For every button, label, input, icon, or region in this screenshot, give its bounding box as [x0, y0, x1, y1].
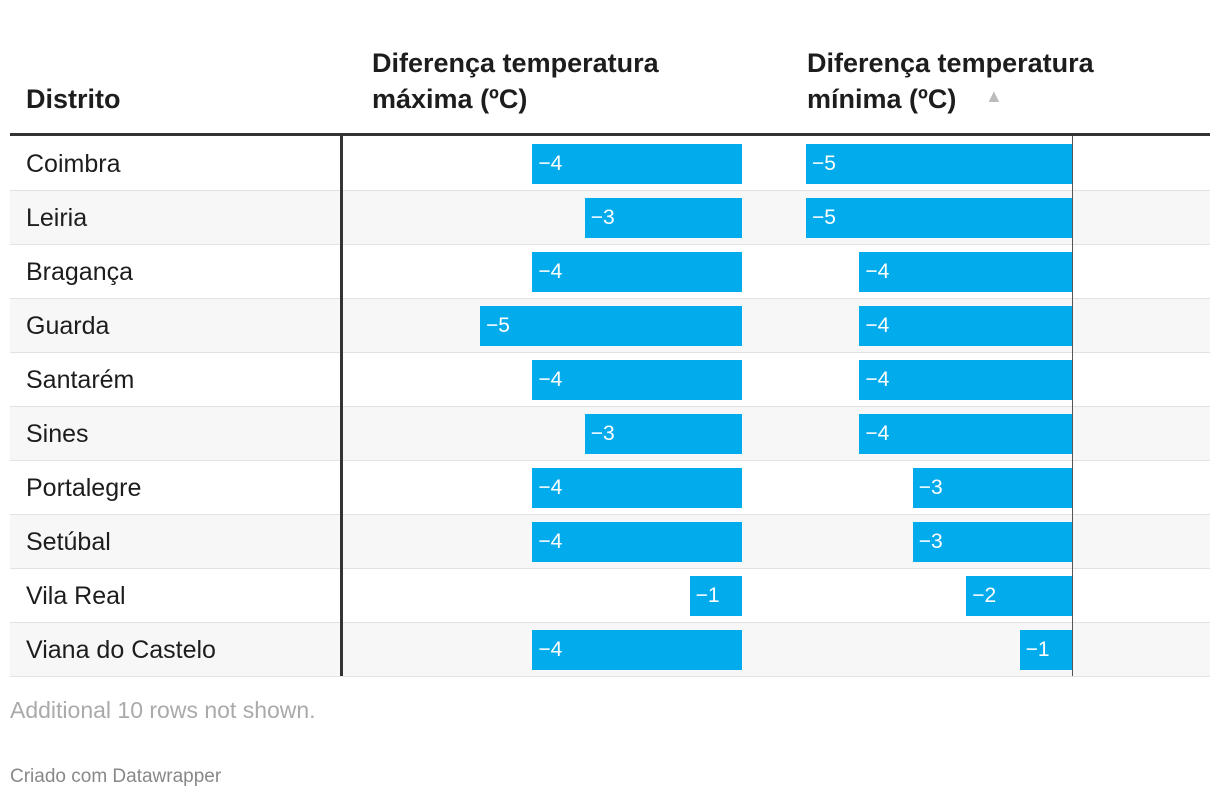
district: Coimbra [26, 150, 121, 178]
header-max: Diferença temperatura máxima (ºC) [372, 48, 659, 114]
bar [859, 252, 1073, 292]
district: Portalegre [26, 474, 142, 502]
bar [966, 576, 1073, 616]
column-divider [340, 136, 343, 676]
bar [584, 198, 742, 238]
district: Leiria [26, 204, 88, 232]
footer: Criado com Datawrapper [10, 766, 222, 787]
bar-label: −4 [865, 314, 890, 337]
bar-label: −1 [1025, 638, 1050, 661]
district: Guarda [26, 312, 110, 340]
bar-label: −4 [538, 476, 563, 499]
bar-label: −4 [865, 368, 890, 391]
row-rule [10, 676, 1210, 677]
district: Sines [26, 420, 89, 448]
district: Bragança [26, 258, 134, 286]
row-rule [10, 568, 1210, 569]
district: Setúbal [26, 528, 111, 556]
bar-label: −3 [918, 530, 943, 553]
row-rule [10, 514, 1210, 515]
bar [532, 360, 742, 400]
bar [532, 144, 742, 184]
bar-label: −3 [590, 206, 615, 229]
district: Santarém [26, 366, 135, 394]
bar [689, 576, 742, 616]
bar [1019, 630, 1073, 670]
bar [912, 468, 1073, 508]
bar-label: −4 [538, 530, 563, 553]
bar-label: −4 [538, 368, 563, 391]
bar-label: −5 [812, 152, 836, 175]
bar [532, 468, 742, 508]
row-rule [10, 406, 1210, 407]
bar-label: −4 [538, 638, 563, 661]
row-rule [10, 460, 1210, 461]
bar [912, 522, 1073, 562]
note: Additional 10 rows not shown. [10, 697, 316, 723]
bar-label: −4 [538, 152, 563, 175]
bar-label: −2 [972, 584, 997, 607]
bar-label: −4 [865, 260, 890, 283]
bar [532, 252, 742, 292]
bar [859, 360, 1073, 400]
bar-label: −1 [695, 584, 720, 607]
row-rule [10, 244, 1210, 245]
row-rule [10, 190, 1210, 191]
bar-label: −4 [538, 260, 563, 283]
bar-label: −3 [590, 422, 615, 445]
row-rule [10, 352, 1210, 353]
header-min[interactable]: Diferença temperatura mínima (ºC) [807, 45, 1147, 117]
bar-label: −4 [865, 422, 890, 445]
district: Viana do Castelo [26, 636, 216, 664]
bar-label: −5 [812, 206, 836, 229]
bar [806, 144, 1073, 184]
row-rule [10, 622, 1210, 623]
district: Vila Real [26, 582, 126, 610]
row-rule [10, 298, 1210, 299]
sort-icon[interactable]: ▲ [985, 86, 1003, 106]
bar-label: −5 [486, 314, 510, 337]
bar-label: −3 [918, 476, 943, 499]
header-rule [10, 133, 1210, 136]
bar [859, 306, 1073, 346]
bar [480, 306, 742, 346]
bar [584, 414, 742, 454]
header-district: Distrito [26, 84, 121, 114]
header-min-text[interactable]: Diferença temperatura mínima (ºC) [807, 48, 1094, 114]
bar [532, 522, 742, 562]
bar [532, 630, 742, 670]
bar [806, 198, 1073, 238]
bar [859, 414, 1073, 454]
zero-axis [1072, 136, 1073, 676]
